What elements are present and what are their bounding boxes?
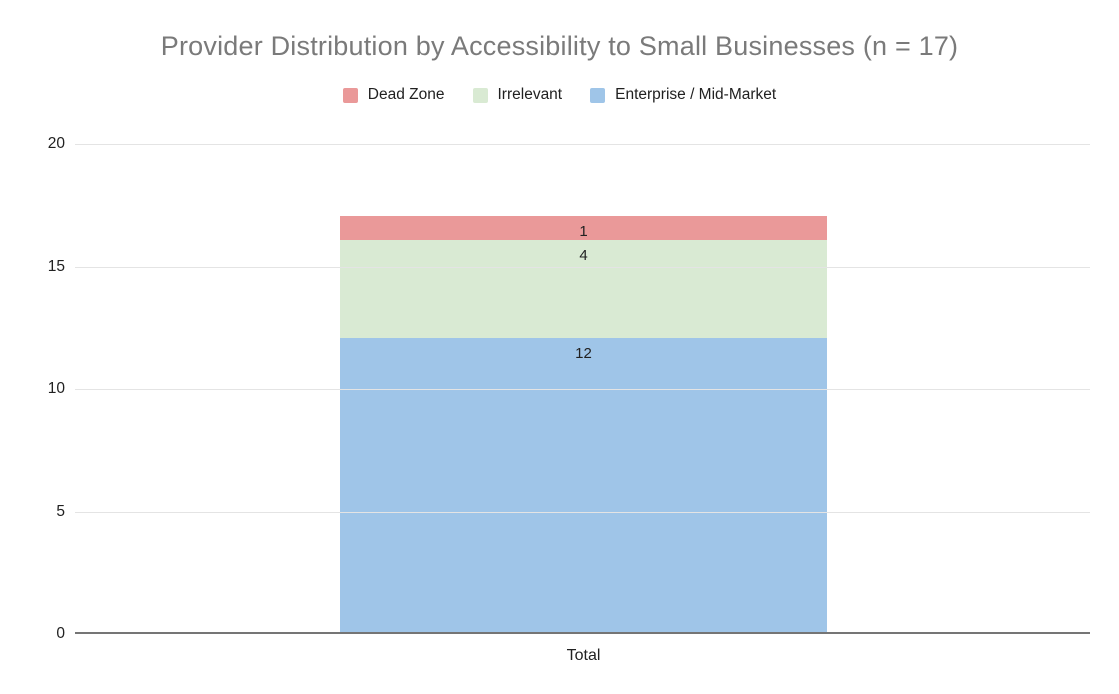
- bar-segment-dead-zone[interactable]: 1: [340, 215, 827, 240]
- legend-item-dead-zone[interactable]: Dead Zone: [342, 86, 445, 104]
- legend-label: Irrelevant: [497, 86, 563, 103]
- stacked-bar-total: 12 4 1: [340, 215, 827, 632]
- y-tick-label-0: 0: [56, 625, 65, 642]
- y-tick-label-5: 5: [56, 502, 65, 520]
- gridline-y-5: [75, 511, 1090, 513]
- chart-title: Provider Distribution by Accessibility t…: [160, 31, 959, 61]
- legend-label: Enterprise / Mid-Market: [615, 86, 777, 103]
- chart-legend: Dead Zone Irrelevant Enterprise / Mid-Mark…: [0, 86, 1119, 104]
- legend-swatch-irrelevant: [472, 87, 488, 103]
- bar-value-label-enterprise-mid-market: 12: [575, 345, 592, 362]
- bar-segment-irrelevant[interactable]: 4: [340, 240, 827, 338]
- y-tick-label-20: 20: [47, 135, 65, 152]
- x-axis-baseline: [75, 632, 1090, 634]
- plot-area: 12 4 1 Total 0 5 10 15 20: [48, 135, 1090, 664]
- gridline-y-10: [75, 389, 1090, 390]
- x-axis-category-label: Total: [566, 647, 601, 664]
- legend-item-enterprise-mid-market[interactable]: Enterprise / Mid-Market: [590, 86, 776, 104]
- bar-value-label-irrelevant: 4: [579, 247, 588, 264]
- bar-segment-enterprise-mid-market[interactable]: 12: [340, 338, 827, 632]
- legend-swatch-enterprise-mid-market: [590, 87, 606, 103]
- legend-item-irrelevant[interactable]: Irrelevant: [472, 86, 563, 104]
- legend-label: Dead Zone: [367, 86, 445, 103]
- legend-swatch-dead-zone: [342, 87, 358, 103]
- gridline-y-20: [75, 144, 1090, 145]
- bar-value-label-dead-zone: 1: [579, 222, 588, 240]
- gridline-y-15: [75, 266, 1090, 268]
- y-tick-label-10: 10: [47, 380, 65, 397]
- y-tick-label-15: 15: [47, 257, 65, 275]
